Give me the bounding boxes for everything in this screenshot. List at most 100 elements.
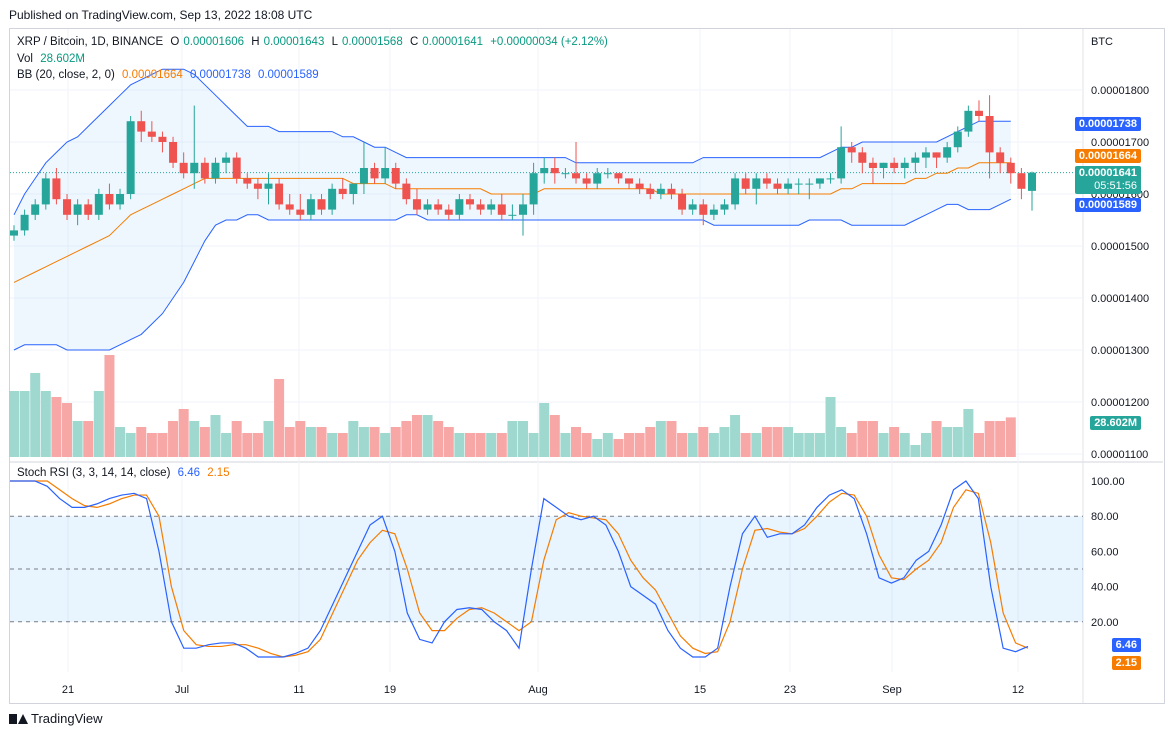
stoch-tick-label: 100.00	[1091, 476, 1125, 488]
candle-body	[243, 178, 252, 184]
volume-bar	[761, 427, 772, 457]
candle-body	[487, 204, 496, 210]
candle-body	[879, 162, 888, 168]
legend-bb: BB (20, close, 2, 0) 0.00001664 0.000017…	[17, 69, 323, 81]
volume-bar	[30, 373, 41, 457]
candle-body	[84, 204, 93, 215]
countdown: 05:51:56	[1094, 180, 1137, 192]
volume-bar	[804, 433, 815, 457]
stoch-tick-label: 20.00	[1091, 617, 1119, 629]
volume-bar	[305, 427, 316, 457]
volume-bar	[178, 409, 189, 457]
candle-body	[63, 199, 72, 215]
candle-body	[264, 183, 273, 189]
candle-body	[593, 173, 602, 184]
time-tick-label: 19	[384, 684, 396, 696]
legend-vol-label[interactable]: Vol	[17, 53, 33, 65]
candle-body	[179, 162, 188, 174]
candle-body	[147, 131, 156, 137]
stoch-k-tag: 6.46	[1111, 638, 1141, 652]
volume-bar	[40, 391, 51, 457]
brand-name: TradingView	[31, 711, 103, 726]
price-tag: 0.00001641 05:51:56	[1074, 166, 1141, 194]
candle-body	[582, 178, 591, 184]
volume-bar	[602, 433, 613, 457]
candle-body	[476, 204, 485, 210]
volume-bar	[867, 421, 878, 457]
volume-bar	[655, 421, 666, 457]
volume-bar	[337, 433, 348, 457]
volume-bar	[210, 415, 221, 457]
time-tick-label: 11	[293, 684, 304, 696]
candle-body	[41, 178, 50, 205]
volume-bars	[9, 355, 1016, 457]
candle-body	[211, 162, 220, 179]
candle-body	[847, 147, 856, 153]
candle-body	[752, 178, 761, 189]
legend-volume: Vol 28.602M	[17, 53, 89, 65]
candle-body	[561, 173, 570, 175]
price-tick-label: 0.00001100	[1091, 449, 1148, 461]
volume-bar	[433, 421, 444, 457]
legend-symbol[interactable]: XRP / Bitcoin, 1D, BINANCE	[17, 36, 164, 48]
candle-body	[116, 194, 125, 205]
candle-body	[381, 168, 390, 179]
volume-bar	[327, 433, 338, 457]
volume-bar	[878, 433, 889, 457]
legend-c-label: C	[409, 36, 419, 48]
candle-body	[158, 136, 167, 142]
candle-body	[667, 188, 676, 194]
candle-body	[508, 214, 517, 216]
candle-body	[412, 199, 421, 210]
volume-bar	[730, 415, 741, 457]
legend-bb-lower: 0.00001589	[257, 69, 319, 81]
volume-bar	[899, 433, 910, 457]
volume-bar	[666, 421, 677, 457]
candle-body	[105, 194, 114, 205]
candle-body	[529, 173, 538, 205]
candle-body	[232, 157, 241, 179]
volume-bar	[411, 415, 422, 457]
volume-bar	[931, 421, 942, 457]
volume-bar	[836, 427, 847, 457]
stoch-k-line	[10, 480, 1029, 658]
price-tick-label: 0.00001400	[1091, 293, 1149, 305]
price-tag-value: 0.00001641	[1078, 167, 1137, 179]
candle-body	[911, 157, 920, 163]
legend-h-label: H	[251, 36, 260, 48]
candle-body	[540, 168, 549, 174]
bb-lower-tag: 0.00001589	[1074, 198, 1141, 212]
candle-body	[614, 173, 623, 179]
candle-body	[805, 183, 814, 185]
legend-close: 0.00001641	[422, 36, 484, 48]
candle-body	[550, 168, 559, 174]
legend-bb-label[interactable]: BB (20, close, 2, 0)	[17, 69, 115, 81]
volume-bar	[984, 421, 995, 457]
candle-body	[900, 162, 909, 168]
candle-body	[1017, 173, 1026, 189]
tradingview-logo-icon	[9, 713, 28, 725]
candle-body	[784, 183, 793, 189]
candle-body	[275, 183, 284, 205]
volume-bar	[486, 433, 497, 457]
candle-body	[858, 152, 867, 163]
candle-body	[20, 214, 29, 231]
legend-stoch-label[interactable]: Stoch RSI (3, 3, 14, 14, close)	[17, 467, 171, 479]
price-tick-label: 0.00001300	[1091, 345, 1149, 357]
volume-bar	[698, 427, 709, 457]
tradingview-brand[interactable]: TradingView	[9, 711, 103, 726]
candle-body	[1028, 172, 1036, 191]
volume-bar	[507, 421, 518, 457]
candle-body	[656, 188, 665, 194]
candle-body	[773, 183, 782, 189]
volume-bar	[677, 433, 688, 457]
volume-bar	[772, 427, 783, 457]
candle-body	[868, 162, 877, 168]
price-tick-label: 0.00001200	[1091, 397, 1149, 409]
volume-bar	[115, 427, 126, 457]
candle-body	[741, 178, 750, 189]
candle-body	[190, 162, 199, 174]
axes: 0.000018000.000017000.000016000.00001500…	[62, 36, 1149, 696]
volume-bar	[920, 433, 931, 457]
